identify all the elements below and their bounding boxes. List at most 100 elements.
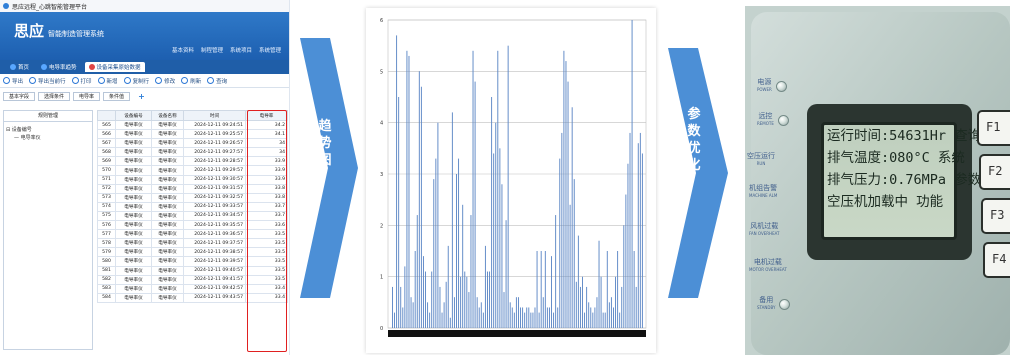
table-row[interactable]: 572 电导率仪 电导率仪 2024-12-11 09:31:57 33.8 xyxy=(97,183,288,194)
device-code-cell: 电导率仪 xyxy=(115,147,152,158)
device-name-cell: 电导率仪 xyxy=(151,292,184,303)
lcd-screen: 运行时间:54631Hr 查询 排气温度:080°C 系统 排气压力:0.76M… xyxy=(821,122,981,240)
bar xyxy=(460,276,462,328)
close-icon[interactable] xyxy=(88,64,95,70)
export-icon xyxy=(3,77,10,84)
indicator-en: FAN OVERHEAT xyxy=(749,231,780,236)
bar xyxy=(532,312,534,328)
button-label: 新增 xyxy=(106,78,118,85)
f2-key[interactable]: F2 xyxy=(979,154,1010,190)
data-table: 设备编号 设备名称 时间 电导率 565 电导率仪 电导率仪 2024-12-11 0… xyxy=(97,110,288,303)
table-row[interactable]: 581 电导率仪 电导率仪 2024-12-11 09:40:57 33.5 xyxy=(97,265,288,276)
nav-item[interactable]: 制程管理 xyxy=(200,48,223,54)
device-name-cell: 电导率仪 xyxy=(151,210,184,222)
table-row[interactable]: 570 电导率仪 电导率仪 2024-12-11 09:29:57 33.9 xyxy=(97,165,288,176)
bar xyxy=(443,302,445,328)
device-code-cell: 电导率仪 xyxy=(115,292,152,303)
table-row[interactable]: 567 电导率仪 电导率仪 2024-12-11 09:26:57 34 xyxy=(97,138,288,149)
tab-trend[interactable]: 电导率趋势 xyxy=(37,62,81,72)
chart-icon xyxy=(41,64,48,70)
tree-node-meter[interactable]: — 电导率仪 xyxy=(14,135,41,141)
conductivity-cell: 33.8 xyxy=(245,192,288,203)
column-header[interactable]: 电导率 xyxy=(245,110,288,121)
print-button[interactable]: 打印 xyxy=(71,77,92,85)
table-row[interactable]: 582 电导率仪 电导率仪 2024-12-11 09:41:57 33.5 xyxy=(97,274,288,285)
bar xyxy=(522,307,524,328)
tree-label: 电导率仪 xyxy=(20,135,41,141)
table-row[interactable]: 579 电导率仪 电导率仪 2024-12-11 09:38:57 33.5 xyxy=(97,247,288,258)
table-row[interactable]: 584 电导率仪 电导率仪 2024-12-11 09:43:57 33.4 xyxy=(97,292,288,303)
query-button[interactable]: 查询 xyxy=(207,77,227,85)
bar xyxy=(641,153,643,328)
bar xyxy=(511,307,513,328)
print-icon xyxy=(71,77,79,84)
field-select[interactable]: 基本字段 xyxy=(3,91,36,101)
row-id-cell: 579 xyxy=(97,247,116,258)
alarm-indicator: 机组告警 MACHINE ALM xyxy=(749,184,777,200)
table-row[interactable]: 568 电导率仪 电导率仪 2024-12-11 09:27:57 34 xyxy=(97,147,288,158)
table-row[interactable]: 576 电导率仪 电导率仪 2024-12-11 09:35:57 33.6 xyxy=(97,220,288,231)
standby-indicator: 备用 STANDBY xyxy=(757,296,791,312)
row-id-cell: 576 xyxy=(97,220,116,231)
bar xyxy=(625,194,627,328)
condition-select[interactable]: 选择条件 xyxy=(38,91,71,101)
column-header[interactable] xyxy=(97,110,116,121)
table-row[interactable]: 580 电导率仪 电导率仪 2024-12-11 09:39:57 33.5 xyxy=(97,256,288,267)
table-row[interactable]: 583 电导率仪 电导率仪 2024-12-11 09:42:57 33.4 xyxy=(97,283,288,294)
row-id-cell: 574 xyxy=(97,201,116,212)
edit-button[interactable]: 修改 xyxy=(155,77,175,85)
table-row[interactable]: 578 电导率仪 电导率仪 2024-12-11 09:37:57 33.5 xyxy=(97,238,288,249)
table-row[interactable]: 575 电导率仪 电导率仪 2024-12-11 09:34:57 33.7 xyxy=(97,210,288,222)
add-filter-icon[interactable]: + xyxy=(138,91,145,101)
table-row[interactable]: 565 电导率仪 电导率仪 2024-12-11 09:24:51 34.2 xyxy=(97,119,288,131)
column-header[interactable]: 时间 xyxy=(183,110,246,121)
export-row-button[interactable]: 导出当前行 xyxy=(29,77,66,85)
table-row[interactable]: 573 电导率仪 电导率仪 2024-12-11 09:32:57 33.8 xyxy=(97,192,288,203)
f4-key[interactable]: F4 xyxy=(983,242,1010,278)
table-row[interactable]: 574 电导率仪 电导率仪 2024-12-11 09:33:57 33.7 xyxy=(97,201,288,212)
refresh-icon xyxy=(181,77,189,84)
condition-value[interactable]: 条件值 xyxy=(103,91,131,101)
tree-label: 设备编号 xyxy=(11,127,32,133)
table-row[interactable]: 566 电导率仪 电导率仪 2024-12-11 09:25:57 34.1 xyxy=(97,129,288,140)
device-code-cell: 电导率仪 xyxy=(115,238,152,249)
time-cell: 2024-12-11 09:30:57 xyxy=(183,174,246,185)
bar xyxy=(497,50,499,329)
time-cell: 2024-12-11 09:32:57 xyxy=(183,192,246,203)
y-tick-label: 2 xyxy=(380,223,383,229)
export-button[interactable]: 导出 xyxy=(3,77,23,85)
copy-row-button[interactable]: 复制行 xyxy=(123,77,149,85)
indicator-label: 远控 REMOTE xyxy=(757,112,774,128)
bar xyxy=(610,297,612,328)
tree-node-device[interactable]: ⊟ 设备编号 xyxy=(6,127,32,133)
add-button[interactable]: 新增 xyxy=(97,77,118,85)
device-name-cell: 电导率仪 xyxy=(151,192,184,203)
bar xyxy=(553,312,555,328)
search-icon xyxy=(207,77,215,84)
bar xyxy=(518,297,519,328)
f1-key[interactable]: F1 xyxy=(977,110,1010,146)
tab-label: 电导率趋势 xyxy=(49,65,77,71)
device-name-cell: 电导率仪 xyxy=(151,265,184,276)
refresh-button[interactable]: 刷新 xyxy=(181,77,201,85)
column-header[interactable]: 设备编号 xyxy=(115,110,152,121)
nav-item[interactable]: 系统项目 xyxy=(229,48,252,54)
nav-item[interactable]: 基本资料 xyxy=(171,48,194,54)
x-tick-label-band xyxy=(388,330,646,337)
y-tick-label: 3 xyxy=(380,172,383,178)
motor-overload-indicator: 电机过载 MOTOR OVERHEAT xyxy=(749,258,787,274)
table-row[interactable]: 571 电导率仪 电导率仪 2024-12-11 09:30:57 33.9 xyxy=(97,174,288,185)
table-row[interactable]: 569 电导率仪 电导率仪 2024-12-11 09:28:57 33.9 xyxy=(97,156,288,167)
sidebar-header[interactable]: 规则管理 xyxy=(4,111,92,122)
row-id-cell: 575 xyxy=(97,210,116,222)
tab-raw-data[interactable]: 设备采集原始数据 xyxy=(84,62,145,72)
table-row[interactable]: 577 电导率仪 电导率仪 2024-12-11 09:36:57 33.5 xyxy=(97,229,288,240)
column-header[interactable]: 设备名称 xyxy=(151,110,184,121)
f3-key[interactable]: F3 xyxy=(981,198,1010,234)
tab-home[interactable]: 首页 xyxy=(6,62,33,72)
bar xyxy=(604,312,606,328)
device-code-cell: 电导率仪 xyxy=(115,274,152,285)
indicator-cn: 机组告警 xyxy=(749,184,778,192)
value-field[interactable]: 电导率 xyxy=(73,91,101,101)
nav-item[interactable]: 系统管理 xyxy=(258,48,281,54)
